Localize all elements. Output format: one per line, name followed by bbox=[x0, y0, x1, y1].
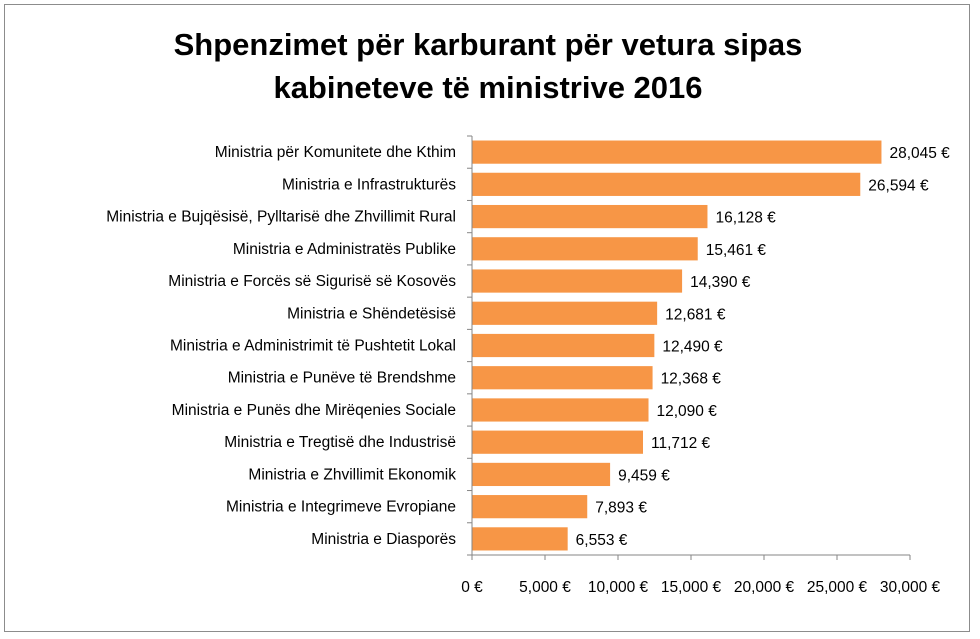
bar-10 bbox=[472, 462, 611, 487]
data-label: 28,045 € bbox=[889, 145, 950, 162]
category-label: Ministria e Diasporës bbox=[311, 531, 456, 548]
x-tick-label: 20,000 € bbox=[734, 579, 795, 596]
bar-11 bbox=[472, 495, 588, 519]
category-label: Ministria e Tregtisë dhe Industrisë bbox=[224, 434, 456, 451]
data-label: 26,594 € bbox=[868, 177, 929, 194]
data-label: 11,712 € bbox=[651, 435, 711, 452]
bar-5 bbox=[472, 301, 658, 325]
bar-1 bbox=[472, 172, 861, 196]
category-label: Ministria e Shëndetësisë bbox=[287, 305, 456, 322]
category-label: Ministria e Administrimit të Pushtetit L… bbox=[170, 338, 456, 355]
category-label: Ministria e Bujqësisë, Pylltarisë dhe Zh… bbox=[106, 209, 456, 226]
bar-3 bbox=[472, 237, 698, 261]
bar-0 bbox=[472, 140, 882, 164]
chart-title-line-2: kabineteve të ministrive 2016 bbox=[273, 70, 703, 105]
bar-chart-plot: Ministria për Komunitete dhe Kthim 28,045… bbox=[106, 135, 950, 596]
bar-7 bbox=[472, 366, 653, 390]
bar-12 bbox=[472, 527, 568, 551]
chart-title-line-1: Shpenzimet për karburant për vetura sipa… bbox=[173, 27, 803, 62]
category-label: Ministria e Zhvillimit Ekonomik bbox=[248, 466, 456, 483]
bar-6 bbox=[472, 333, 655, 358]
x-tick-label: 10,000 € bbox=[588, 579, 649, 596]
category-label: Ministria e Administratës Publike bbox=[233, 241, 456, 258]
chart-frame: Shpenzimet për karburant për vetura sipa… bbox=[4, 4, 970, 632]
data-label: 7,893 € bbox=[595, 500, 647, 517]
x-tick-label: 15,000 € bbox=[661, 579, 722, 596]
category-label: Ministria e Forcës së Sigurisë së Kosovë… bbox=[168, 273, 456, 290]
data-label: 12,681 € bbox=[665, 306, 726, 323]
x-tick-label: 0 € bbox=[461, 579, 483, 596]
bar-8 bbox=[472, 398, 649, 422]
category-label: Ministria e Punëve të Brendshme bbox=[228, 370, 456, 387]
bar-4 bbox=[472, 269, 683, 293]
data-label: 16,128 € bbox=[715, 210, 776, 227]
category-label: Ministria e Integrimeve Evropiane bbox=[226, 499, 456, 516]
data-label: 6,553 € bbox=[576, 532, 628, 549]
data-label: 12,090 € bbox=[657, 403, 718, 420]
category-label: Ministria e Infrastrukturës bbox=[282, 176, 456, 193]
bar-9 bbox=[472, 430, 643, 454]
data-label: 9,459 € bbox=[618, 467, 670, 484]
bar-2 bbox=[472, 204, 708, 229]
x-tick-label: 25,000 € bbox=[807, 579, 868, 596]
x-tick-label: 30,000 € bbox=[880, 579, 941, 596]
chart-title: Shpenzimet për karburant për vetura sipa… bbox=[5, 23, 971, 109]
x-tick-label: 5,000 € bbox=[519, 579, 571, 596]
data-label: 14,390 € bbox=[690, 274, 751, 291]
category-label: Ministria për Komunitete dhe Kthim bbox=[215, 144, 456, 161]
category-label: Ministria e Punës dhe Mirëqenies Sociale bbox=[172, 402, 456, 419]
data-label: 15,461 € bbox=[706, 242, 767, 259]
data-label: 12,490 € bbox=[662, 339, 723, 356]
data-label: 12,368 € bbox=[661, 371, 722, 388]
